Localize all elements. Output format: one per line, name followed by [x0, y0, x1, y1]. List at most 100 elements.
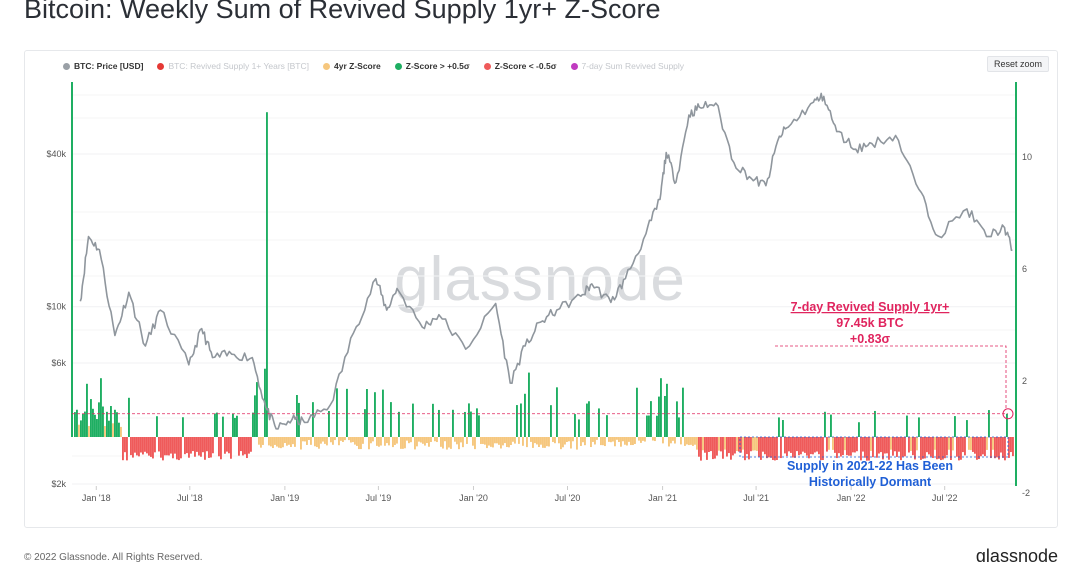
zscore-bar: [786, 437, 788, 456]
zscore-bar: [92, 408, 94, 437]
legend-item[interactable]: BTC: Price [USD]: [63, 61, 143, 71]
zscore-bar: [970, 437, 972, 451]
zscore-bar: [244, 437, 246, 455]
zscore-bar: [440, 437, 442, 447]
zscore-bar: [804, 437, 806, 453]
zscore-bar: [508, 437, 510, 448]
zscore-bar: [464, 411, 466, 437]
zscore-bar: [340, 437, 342, 441]
zscore-bar: [762, 437, 764, 452]
zscore-bar: [628, 437, 630, 442]
price-line: [79, 92, 1013, 430]
zscore-bar: [166, 437, 168, 456]
zscore-bar: [834, 437, 836, 453]
zscore-bar: [156, 416, 158, 437]
legend-item[interactable]: 4yr Z-Score: [323, 61, 381, 71]
zscore-bar: [146, 437, 148, 454]
zscore-bar: [428, 437, 430, 447]
zscore-bar: [330, 437, 332, 443]
zscore-bar: [142, 437, 144, 455]
legend-item[interactable]: Z-Score < -0.5σ: [483, 61, 557, 71]
zscore-bar: [936, 437, 938, 460]
zscore-bar: [660, 378, 662, 437]
legend-label: BTC: Revived Supply 1+ Years [BTC]: [168, 61, 309, 71]
zscore-bar: [766, 437, 768, 459]
legend-item[interactable]: BTC: Revived Supply 1+ Years [BTC]: [157, 61, 309, 71]
zscore-bar: [950, 437, 952, 460]
zscore-bar: [684, 437, 686, 446]
zscore-bar: [924, 437, 926, 459]
zscore-bar: [302, 437, 304, 442]
zscore-bar: [200, 437, 202, 457]
zscore-bar: [214, 413, 216, 437]
zscore-bar: [698, 437, 700, 457]
zscore-bar: [414, 437, 416, 450]
zscore-bar: [966, 420, 968, 437]
zscore-bar: [750, 437, 752, 452]
reset-zoom-button[interactable]: Reset zoom: [986, 56, 1049, 72]
zscore-bar: [490, 437, 492, 447]
zscore-bar: [782, 420, 784, 437]
zscore-bar: [996, 437, 998, 458]
zscore-bar: [234, 417, 236, 437]
zscore-bar: [94, 414, 96, 437]
zscore-bar: [88, 425, 90, 437]
zscore-bar: [774, 437, 776, 461]
zscore-bar: [674, 437, 676, 444]
zscore-bar: [900, 437, 902, 461]
zscore-bar: [672, 437, 674, 441]
zscore-bar: [402, 437, 404, 449]
zscore-bar: [794, 437, 796, 458]
x-tick-label: Jan '18: [82, 493, 111, 503]
zscore-bar: [898, 437, 900, 452]
zscore-bar: [858, 422, 860, 437]
zscore-bar: [864, 437, 866, 458]
zscore-bar: [242, 437, 244, 456]
zscore-bar: [284, 437, 286, 444]
zscore-bar: [908, 437, 910, 453]
zscore-bar: [568, 437, 570, 442]
zscore-bar: [1008, 437, 1010, 458]
zscore-bar: [390, 402, 392, 437]
zscore-bar: [538, 437, 540, 448]
zscore-bar: [138, 437, 140, 457]
zscore-bar: [474, 437, 476, 450]
zscore-bar: [888, 437, 890, 460]
zscore-bar: [460, 437, 462, 443]
brand-logo-text: glassnode: [975, 546, 1058, 562]
zscore-bar: [172, 437, 174, 459]
zscore-bar: [126, 437, 128, 461]
zscore-bar: [162, 437, 164, 461]
zscore-bar: [558, 437, 560, 444]
zscore-bar: [314, 437, 316, 447]
zscore-bar: [652, 437, 654, 441]
zscore-bar: [1010, 437, 1012, 453]
zscore-bar: [504, 437, 506, 444]
zscore-bar: [920, 437, 922, 460]
dormant-note-line2: Historically Dormant: [809, 475, 932, 489]
zscore-bar: [984, 437, 986, 457]
zscore-bar: [586, 403, 588, 437]
zscore-bar: [546, 437, 548, 447]
zscore-bar: [466, 437, 468, 444]
zscore-bar: [392, 437, 394, 448]
zscore-bar: [86, 383, 88, 437]
zscore-bar: [778, 417, 780, 437]
zscore-bar: [532, 437, 534, 448]
legend-label: 7-day Sum Revived Supply: [581, 61, 685, 71]
legend-item[interactable]: 7-day Sum Revived Supply: [570, 61, 685, 71]
zscore-bar: [860, 437, 862, 461]
zscore-bar: [306, 437, 308, 445]
y-tick-label-left: $40k: [46, 149, 66, 159]
zscore-bar: [928, 437, 930, 455]
zscore-bar: [398, 411, 400, 437]
zscore-bar: [680, 437, 682, 445]
zscore-bar: [634, 437, 636, 444]
zscore-bar: [76, 409, 78, 437]
x-tick-label: Jul '19: [366, 493, 392, 503]
zscore-bar: [326, 437, 328, 446]
legend-item[interactable]: Z-Score > +0.5σ: [394, 61, 470, 71]
zscore-bar: [588, 401, 590, 437]
zscore-bar: [338, 437, 340, 446]
zscore-bar: [580, 437, 582, 446]
